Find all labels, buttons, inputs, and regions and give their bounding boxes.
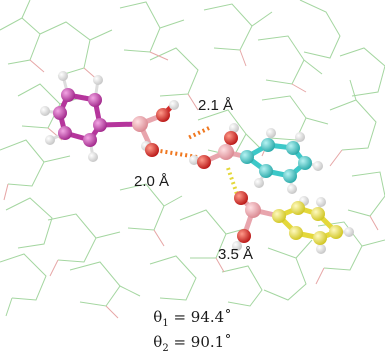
angle-theta-2: θ2 = 90.1˚ <box>153 333 232 354</box>
distance-label-lower: 3.5 Å <box>218 246 253 263</box>
contact-dash <box>226 167 241 201</box>
angle-readouts: θ1 = 94.4˚ θ2 = 90.1˚ <box>0 308 385 358</box>
angle-theta-1: θ1 = 94.4˚ <box>153 308 232 329</box>
interaction-dashes <box>159 126 241 201</box>
hbond-dash-lower <box>159 149 198 159</box>
background-mesh <box>0 0 385 319</box>
distance-label-upper: 2.1 Å <box>198 97 233 114</box>
distance-labels: 2.1 Å 2.0 Å 3.5 Å <box>134 97 253 263</box>
molecule-atoms <box>40 71 354 254</box>
distance-label-left: 2.0 Å <box>134 173 169 190</box>
hbond-dash-upper <box>187 126 210 140</box>
